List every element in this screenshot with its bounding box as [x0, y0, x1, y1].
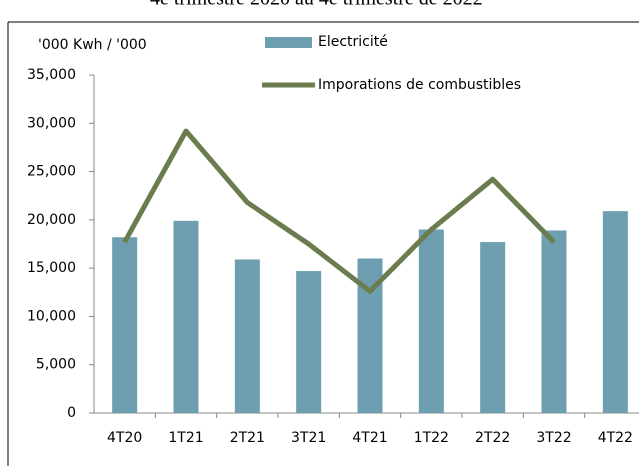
y-tick-label: 15,000	[27, 260, 76, 276]
y-tick-label: 5,000	[36, 357, 76, 373]
bar	[602, 211, 628, 413]
x-tick-label: 4T21	[352, 430, 387, 446]
bar	[296, 271, 322, 413]
bar	[173, 220, 199, 413]
y-axis-label: '000 Kwh / '000	[38, 37, 147, 53]
y-tick-label: 30,000	[27, 115, 76, 131]
x-tick-label: 1T22	[414, 430, 449, 446]
legend-label: Electricité	[318, 34, 388, 50]
x-tick-label: 2T21	[230, 430, 265, 446]
y-tick-label: 0	[67, 405, 76, 421]
y-tick-label: 10,000	[27, 308, 76, 324]
x-tick-label: 3T21	[291, 430, 326, 446]
legend-swatch	[265, 37, 312, 48]
chart-title: 4e trimestre 2020 au 4e trimestre de 202…	[150, 0, 483, 10]
line	[122, 128, 556, 294]
x-tick-label: 1T21	[168, 430, 203, 446]
x-tick-label: 2T22	[475, 430, 510, 446]
x-tick-label: 4T20	[107, 430, 142, 446]
bar	[112, 237, 138, 413]
x-tick-label: 4T22	[598, 430, 633, 446]
bar	[480, 242, 506, 413]
x-tick-label: 3T22	[536, 430, 571, 446]
bar	[541, 230, 567, 413]
legend-label: Imporations de combustibles	[318, 77, 521, 93]
bar	[418, 229, 444, 413]
y-tick-label: 35,000	[27, 67, 76, 83]
y-tick-label: 25,000	[27, 164, 76, 180]
y-tick-label: 20,000	[27, 212, 76, 228]
bar	[234, 259, 260, 413]
